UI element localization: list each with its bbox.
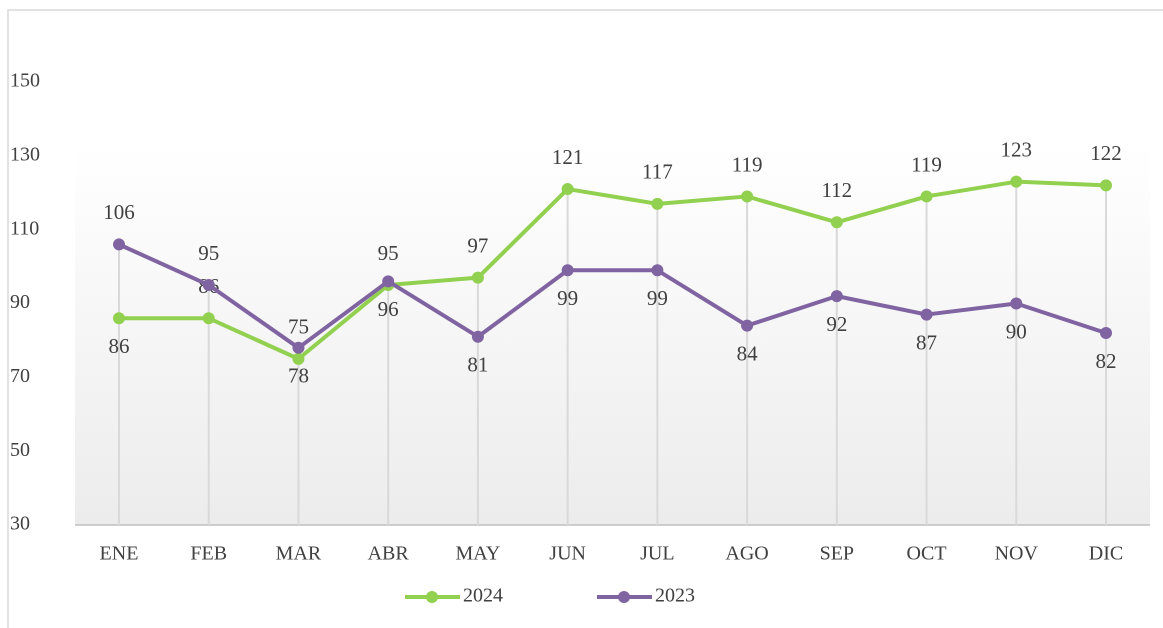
data-label: 92: [826, 312, 847, 336]
x-tick-label: OCT: [907, 543, 947, 565]
data-label: 122: [1090, 141, 1122, 165]
point: [651, 264, 664, 277]
x-tick-label: ENE: [100, 543, 139, 565]
data-label: 95: [198, 241, 219, 265]
data-label: 86: [109, 334, 130, 358]
data-label: 87: [916, 330, 937, 354]
point: [202, 312, 215, 325]
point: [113, 238, 125, 251]
point: [830, 216, 843, 229]
point: [741, 319, 754, 332]
point: [1100, 179, 1112, 192]
data-label: 112: [821, 178, 852, 202]
point: [1010, 297, 1023, 310]
data-label: 117: [642, 160, 673, 184]
point: [292, 341, 305, 354]
x-tick-label: JUL: [640, 543, 674, 565]
legend-marker: [618, 591, 630, 603]
y-tick-label: 30: [10, 513, 30, 535]
point: [561, 183, 574, 196]
frame: [7, 9, 1163, 628]
y-tick-label: 110: [10, 217, 39, 239]
point: [202, 279, 215, 292]
data-label: 121: [552, 145, 584, 169]
legend-label: 2024: [463, 585, 503, 607]
series-line: [118, 242, 1107, 350]
data-label: 106: [103, 200, 135, 224]
data-label: 81: [467, 353, 488, 377]
data-label: 99: [647, 286, 668, 310]
x-tick-label: JUN: [549, 543, 586, 565]
point: [292, 352, 305, 365]
point: [382, 275, 395, 288]
y-tick-label: 50: [10, 439, 30, 461]
series-line: [119, 179, 1107, 361]
y-tick-label: 130: [10, 143, 40, 165]
x-tick-label: SEP: [820, 543, 854, 565]
y-tick-label: 150: [10, 70, 40, 92]
data-label: 96: [378, 297, 399, 321]
point: [471, 271, 484, 284]
plot-area: [75, 145, 1150, 525]
point: [920, 190, 933, 203]
point: [920, 308, 933, 321]
data-label: 90: [1006, 319, 1027, 343]
data-label: 119: [911, 152, 942, 176]
point: [561, 264, 574, 277]
point: [1010, 175, 1023, 188]
data-label: 99: [557, 286, 578, 310]
point: [113, 312, 125, 325]
data-label: 95: [378, 241, 399, 265]
data-label: 123: [1001, 137, 1033, 161]
x-tick-label: MAR: [276, 543, 322, 565]
data-label: 82: [1096, 349, 1117, 373]
data-label: 78: [288, 364, 309, 388]
legend-marker: [426, 591, 438, 603]
data-label: 119: [732, 152, 763, 176]
x-tick-label: NOV: [995, 543, 1039, 565]
point: [1100, 327, 1112, 340]
point: [741, 190, 754, 203]
x-tick-label: FEB: [190, 543, 227, 565]
x-tick-label: ABR: [368, 543, 410, 565]
point: [471, 330, 484, 343]
point: [830, 290, 843, 303]
x-tick-label: MAY: [455, 543, 500, 565]
legend-label: 2023: [655, 585, 695, 607]
data-label: 97: [467, 233, 488, 257]
point: [651, 197, 664, 210]
x-tick-label: AGO: [725, 543, 768, 565]
data-label: 84: [737, 341, 759, 365]
data-label: 75: [288, 315, 309, 339]
y-tick-label: 70: [10, 365, 30, 387]
y-tick-label: 90: [10, 291, 30, 313]
x-tick-label: DIC: [1089, 543, 1123, 565]
